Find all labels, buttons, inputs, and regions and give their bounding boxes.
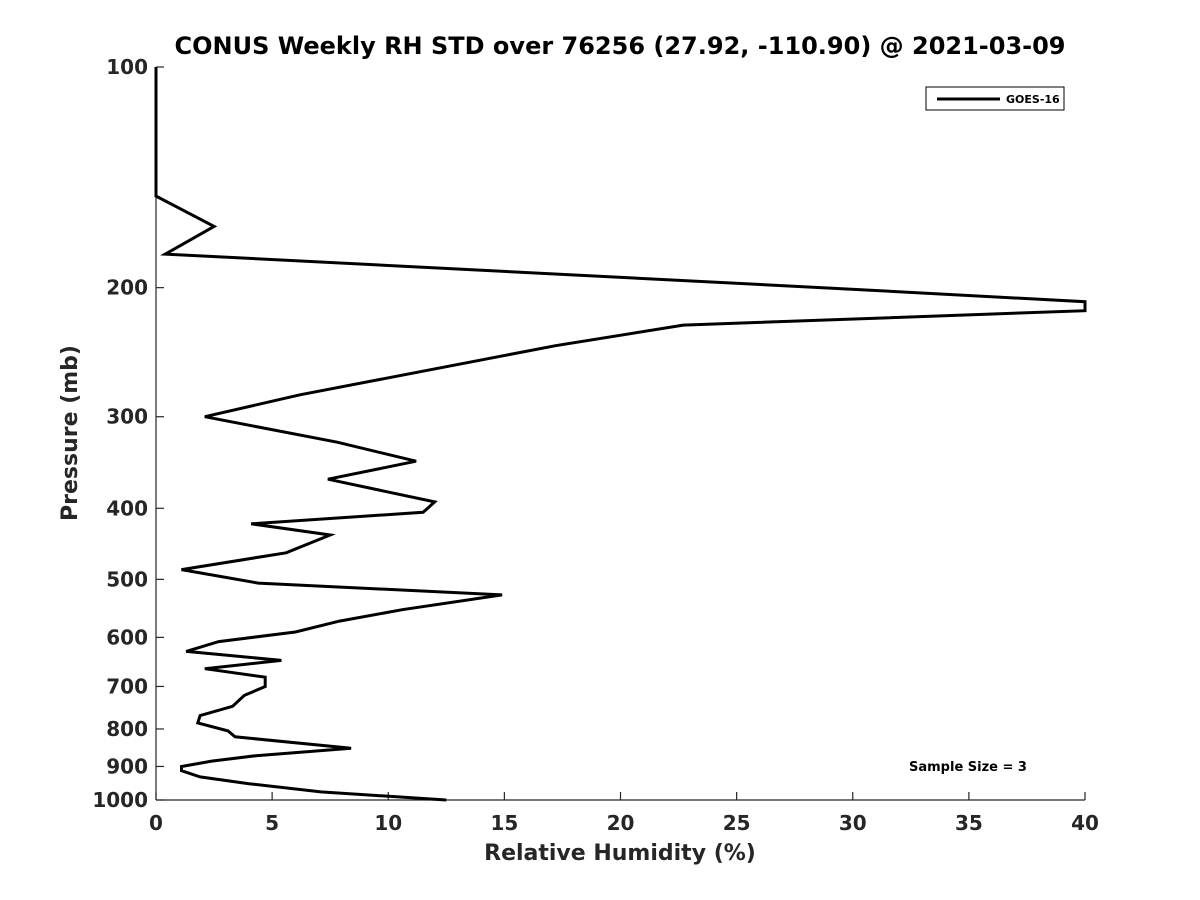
- y-tick-label: 500: [106, 567, 148, 591]
- series-layer: [154, 67, 1087, 802]
- x-tick-label: 25: [723, 811, 751, 835]
- y-tick-label: 800: [106, 717, 148, 741]
- x-tick-label: 5: [265, 811, 279, 835]
- x-tick-label: 10: [374, 811, 402, 835]
- y-axis-label: Pressure (mb): [58, 345, 83, 521]
- y-tick-label: 300: [106, 405, 148, 429]
- x-tick-label: 0: [149, 811, 163, 835]
- y-tick-label: 700: [106, 674, 148, 698]
- x-tick-label: 15: [490, 811, 518, 835]
- legend: GOES-16: [925, 86, 1065, 111]
- chart-title: CONUS Weekly RH STD over 76256 (27.92, -…: [174, 32, 1065, 60]
- legend-label: GOES-16: [1006, 93, 1060, 106]
- x-tick-label: 30: [839, 811, 867, 835]
- x-tick-label: 20: [607, 811, 635, 835]
- y-tick-label: 100: [106, 55, 148, 79]
- sample-size-annotation: Sample Size = 3: [909, 760, 1027, 775]
- x-axis-label: Relative Humidity (%): [484, 841, 756, 866]
- y-tick-label: 600: [106, 625, 148, 649]
- y-tick-label: 1000: [92, 788, 148, 812]
- series-line-goes-16: [154, 67, 1087, 802]
- x-tick-label: 40: [1071, 811, 1099, 835]
- y-tick-label: 900: [106, 754, 148, 778]
- y-tick-label: 400: [106, 496, 148, 520]
- y-tick-label: 200: [106, 276, 148, 300]
- ticks: 0 5 10 15 20 25 30 35 40 100 200 300 400 500 600 700 800…: [92, 55, 1099, 835]
- x-tick-label: 35: [955, 811, 983, 835]
